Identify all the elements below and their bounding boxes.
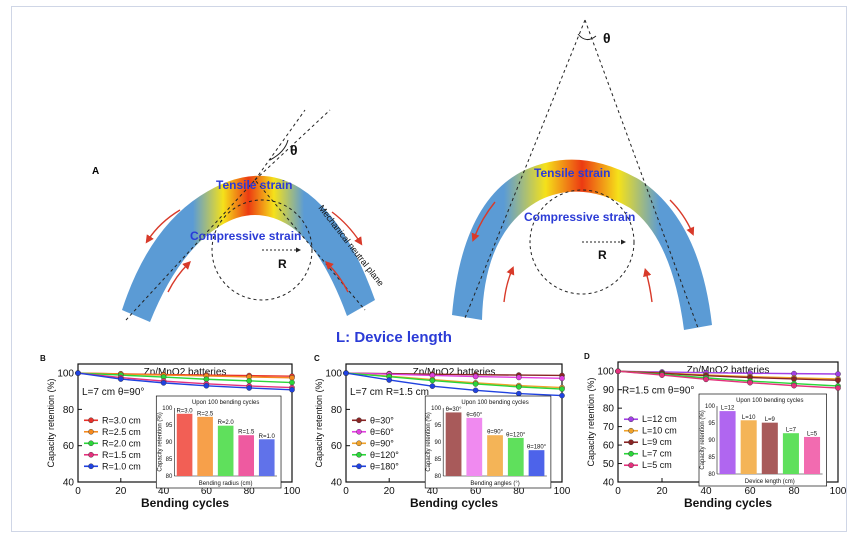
figure-border [11, 6, 847, 532]
